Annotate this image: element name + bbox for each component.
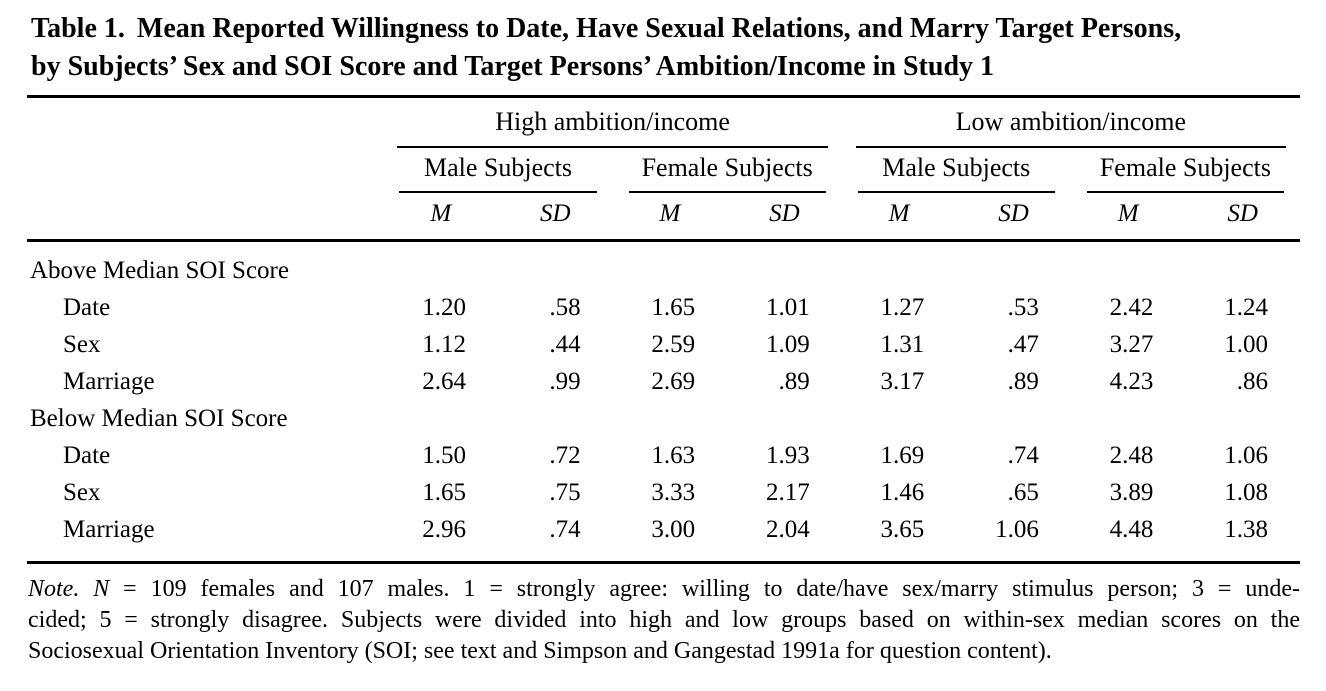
cell-value: .74: [1007, 442, 1039, 469]
table-title-line1: Table 1. Mean Reported Willingness to Dat…: [31, 10, 1300, 48]
cell-value: 2.96: [422, 516, 467, 543]
cell-value: 1.31: [880, 331, 925, 358]
row-label-marriage: Marriage: [63, 516, 155, 543]
cell-value: .53: [1007, 294, 1039, 321]
cell-value: 3.33: [651, 479, 696, 506]
cell-value: 1.46: [880, 479, 925, 506]
cell-value: .89: [1007, 368, 1039, 395]
row-label-date: Date: [63, 442, 111, 469]
note-line3: Sociosexual Orientation Inventory (SOI; …: [28, 638, 1052, 664]
cell-value: 1.69: [880, 442, 925, 469]
section-header-row: Above Median SOI Score: [27, 241, 1300, 290]
cell-value: 1.01: [765, 294, 810, 321]
group-header-high: High ambition/income: [383, 97, 841, 148]
cell-value: 2.48: [1109, 442, 1154, 469]
cell-value: 1.93: [765, 442, 810, 469]
note-line1-text: = 109 females and 107 males. 1 = strongl…: [109, 576, 1300, 602]
section-header-row: Below Median SOI Score: [27, 400, 1300, 437]
cell-value: 1.08: [1224, 479, 1268, 506]
corner-cell: [27, 148, 383, 193]
subject-header-high-female: Female Subjects: [613, 148, 842, 193]
note-label: Note. N: [28, 576, 110, 602]
stat-header-sd: SD: [1185, 193, 1300, 242]
cell-value: .44: [549, 331, 581, 358]
stat-header-m: M: [1070, 193, 1186, 242]
cell-value: 1.06: [1224, 442, 1268, 469]
cell-value: 2.64: [422, 368, 467, 395]
cell-value: 1.65: [651, 294, 696, 321]
cell-value: .99: [549, 368, 581, 395]
cell-value: 1.20: [422, 294, 467, 321]
corner-cell: [27, 97, 383, 149]
table-note: Note. N = 109 females and 107 males. 1 =…: [28, 574, 1300, 667]
cell-value: .74: [549, 516, 581, 543]
subject-header-low-male: Male Subjects: [842, 148, 1071, 193]
table-row: Sex 1.65 .75 3.33 2.17 1.46 .65 3.89 1.0…: [27, 474, 1300, 511]
data-table: High ambition/income Low ambition/income…: [27, 95, 1300, 564]
section-label-above-median: Above Median SOI Score: [30, 257, 289, 284]
stat-header-sd: SD: [727, 193, 842, 242]
cell-value: 1.09: [765, 331, 810, 358]
cell-value: 1.50: [422, 442, 467, 469]
table-title-text: Mean Reported Willingness to Date, Have …: [136, 13, 1182, 44]
stat-header-m: M: [383, 193, 499, 242]
cell-value: .65: [1007, 479, 1039, 506]
cell-value: 3.89: [1109, 479, 1154, 506]
cell-value: 2.59: [651, 331, 696, 358]
table-row: Date 1.20 .58 1.65 1.01 1.27 .53 2.42 1.…: [27, 289, 1300, 326]
group-header-low-label: Low ambition/income: [855, 107, 1286, 148]
table-title: Table 1. Mean Reported Willingness to Dat…: [31, 10, 1300, 86]
table-row: Marriage 2.64 .99 2.69 .89 3.17 .89 4.23…: [27, 363, 1300, 400]
cell-value: 2.04: [765, 516, 810, 543]
row-label-marriage: Marriage: [63, 368, 155, 395]
cell-value: .72: [549, 442, 581, 469]
section-label-below-median: Below Median SOI Score: [30, 405, 288, 432]
cell-value: .86: [1236, 368, 1268, 395]
corner-cell: [27, 193, 384, 242]
stat-header-sd: SD: [498, 193, 613, 242]
cell-value: 2.69: [651, 368, 696, 395]
cell-value: 2.42: [1109, 294, 1154, 321]
cell-value: 1.24: [1224, 294, 1268, 321]
group-header-low: Low ambition/income: [842, 97, 1300, 148]
group-header-high-label: High ambition/income: [397, 107, 828, 148]
note-line2: cided; 5 = strongly disagree. Subjects w…: [28, 607, 1300, 633]
cell-value: .75: [549, 479, 581, 506]
cell-value: .47: [1007, 331, 1039, 358]
cell-value: 1.00: [1224, 331, 1268, 358]
table-number-label: Table 1.: [31, 13, 125, 44]
cell-value: 1.65: [422, 479, 467, 506]
stat-header-m: M: [612, 193, 728, 242]
subject-header-high-male: Male Subjects: [383, 148, 612, 193]
table-row: Date 1.50 .72 1.63 1.93 1.69 .74 2.48 1.…: [27, 437, 1300, 474]
cell-value: 1.06: [995, 516, 1039, 543]
cell-value: 3.65: [880, 516, 925, 543]
cell-value: 2.17: [765, 479, 810, 506]
stat-header-m: M: [841, 193, 957, 242]
table-row: Sex 1.12 .44 2.59 1.09 1.31 .47 3.27 1.0…: [27, 326, 1300, 363]
cell-value: 1.63: [651, 442, 696, 469]
subject-header-low-female: Female Subjects: [1071, 148, 1300, 193]
table-title-line2: by Subjects’ Sex and SOI Score and Targe…: [31, 51, 995, 82]
cell-value: 3.00: [651, 516, 696, 543]
row-label-date: Date: [63, 294, 111, 321]
row-label-sex: Sex: [63, 331, 101, 358]
cell-value: 3.27: [1109, 331, 1154, 358]
cell-value: .58: [549, 294, 581, 321]
cell-value: 3.17: [880, 368, 925, 395]
cell-value: 1.27: [880, 294, 925, 321]
cell-value: 1.12: [422, 331, 467, 358]
group-header-row: High ambition/income Low ambition/income: [27, 97, 1300, 149]
stat-header-row: M SD M SD M SD M SD: [27, 193, 1300, 242]
row-label-sex: Sex: [63, 479, 101, 506]
page: Table 1. Mean Reported Willingness to Dat…: [27, 10, 1300, 667]
table-row: Marriage 2.96 .74 3.00 2.04 3.65 1.06 4.…: [27, 511, 1300, 563]
cell-value: 4.48: [1109, 516, 1154, 543]
subject-header-row: Male Subjects Female Subjects Male Subje…: [27, 148, 1300, 193]
note-line1: Note. N = 109 females and 107 males. 1 =…: [28, 574, 1300, 605]
cell-value: 4.23: [1109, 368, 1154, 395]
cell-value: .89: [778, 368, 810, 395]
cell-value: 1.38: [1224, 516, 1268, 543]
stat-header-sd: SD: [956, 193, 1071, 242]
